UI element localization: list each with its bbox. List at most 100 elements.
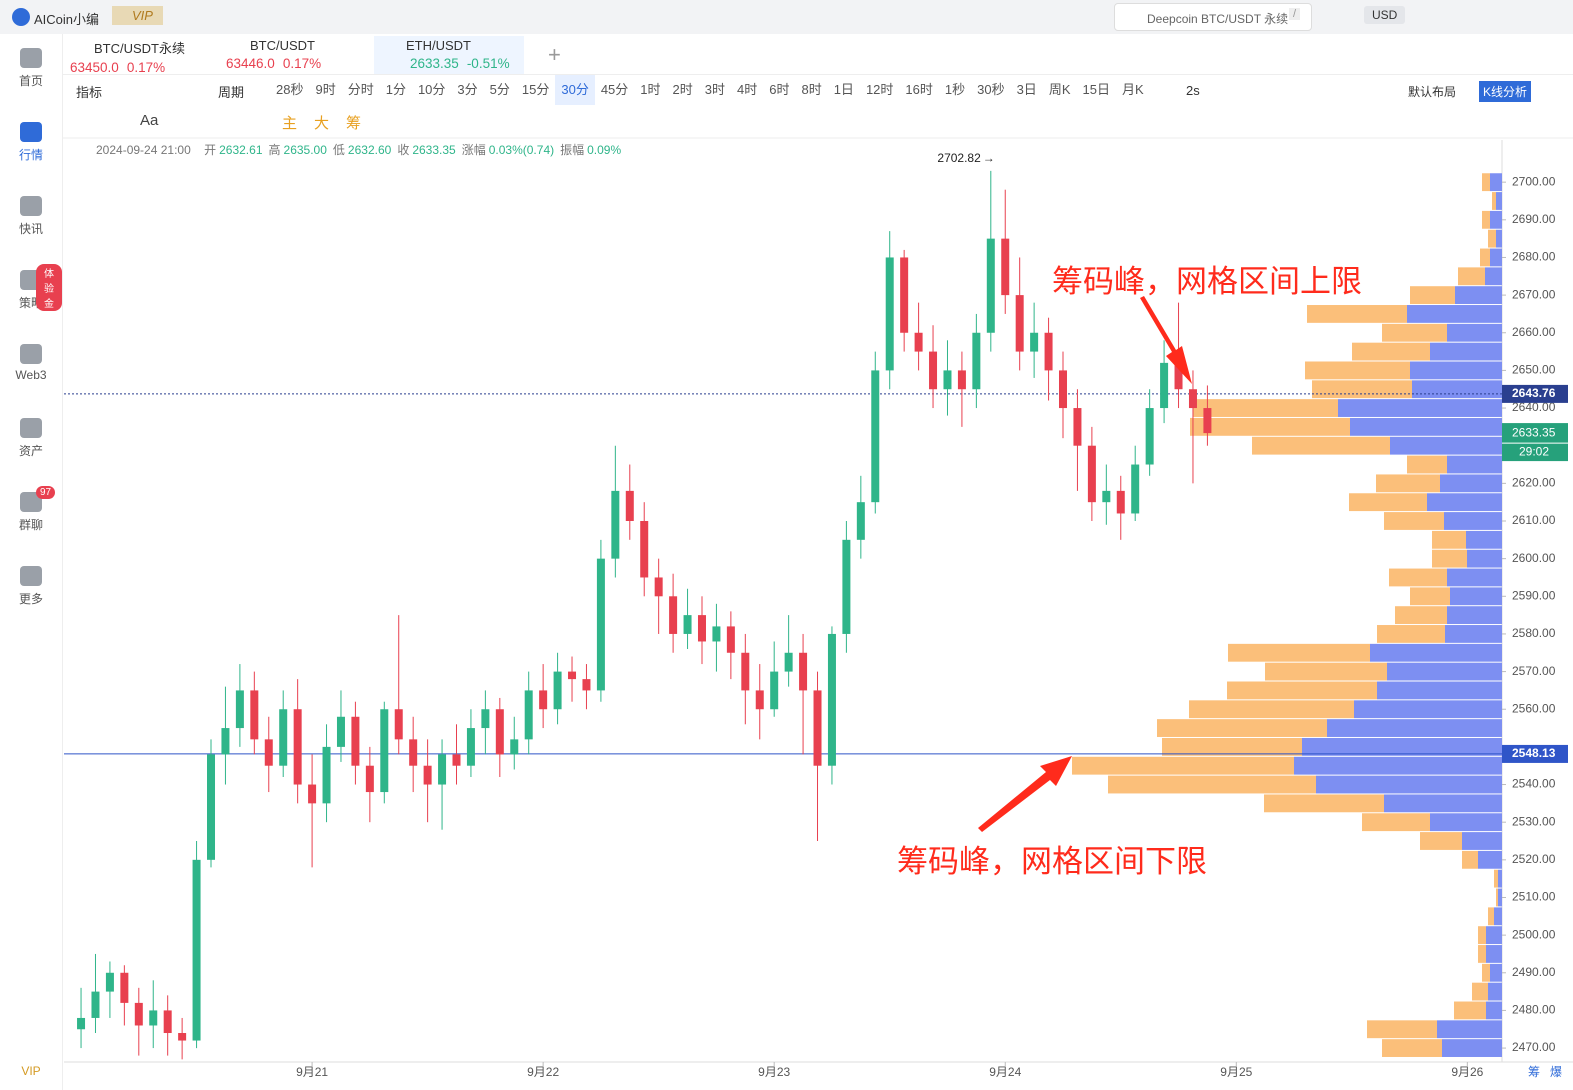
period-option[interactable]: 30分 xyxy=(555,75,595,105)
analysis-button[interactable]: K线分析 xyxy=(1479,81,1532,102)
period-option[interactable]: 9时 xyxy=(315,82,336,97)
sidebar-item[interactable]: 更多 xyxy=(0,566,62,607)
sidebar-item[interactable]: 行情 xyxy=(0,122,62,163)
profile-buy xyxy=(1447,606,1502,625)
annotation-upper: 筹码峰，网格区间上限 xyxy=(1052,264,1362,299)
profile-buy xyxy=(1485,267,1502,286)
period-option[interactable]: 8时 xyxy=(801,82,822,97)
profile-buy xyxy=(1430,342,1502,361)
candle-body xyxy=(207,754,216,860)
y-tick-label: 2490.00 xyxy=(1512,965,1556,979)
period-option[interactable]: 3时 xyxy=(704,82,725,97)
period-option[interactable]: 15日 xyxy=(1082,82,1110,97)
period-option[interactable]: 30秒 xyxy=(977,82,1005,97)
period-button[interactable]: 周期 xyxy=(218,85,245,100)
candle-body xyxy=(438,754,447,785)
period-option[interactable]: 16时 xyxy=(905,82,933,97)
y-tick-label: 2480.00 xyxy=(1512,1003,1556,1017)
sidebar-item[interactable]: 群聊 97 xyxy=(0,486,62,533)
candle-body xyxy=(1102,490,1111,503)
candle-body xyxy=(568,671,577,680)
candle-body xyxy=(885,257,894,371)
period-option[interactable]: 28秒 xyxy=(276,82,304,97)
info-value: 2632.60 xyxy=(347,143,392,157)
candle-body xyxy=(409,739,418,766)
sidebar-icon xyxy=(20,344,42,364)
candle-body xyxy=(149,1010,158,1026)
x-tick-label: 9月24 xyxy=(989,1065,1021,1079)
sidebar-icon xyxy=(20,492,42,512)
period-option[interactable]: 10分 xyxy=(417,82,446,97)
period-option[interactable]: 周K xyxy=(1048,82,1071,97)
info-value: 2633.35 xyxy=(412,143,456,157)
profile-buy xyxy=(1440,474,1502,493)
period-option[interactable]: 6时 xyxy=(769,82,790,97)
profile-buy xyxy=(1387,662,1502,681)
info-label: 振幅 xyxy=(560,143,585,157)
sidebar-item[interactable]: 策略 体验金 xyxy=(0,264,62,311)
period-option[interactable]: 分时 xyxy=(347,82,374,97)
tab-quote: 2633.35 -0.51% xyxy=(382,56,524,71)
period-option[interactable]: 15分 xyxy=(521,82,550,97)
profile-buy xyxy=(1445,625,1502,643)
candle-body xyxy=(697,615,706,642)
tab-name: BTC/USDT永续 xyxy=(94,41,186,56)
tab-change: 0.17% xyxy=(282,56,322,71)
y-tick-label: 2670.00 xyxy=(1512,287,1556,301)
period-option[interactable]: 3日 xyxy=(1016,82,1037,97)
y-tick-label: 2570.00 xyxy=(1512,664,1556,678)
profile-sell xyxy=(1352,342,1430,361)
profile-sell xyxy=(1407,455,1447,474)
candle-body xyxy=(986,238,995,333)
period-option[interactable]: 1秒 xyxy=(944,82,966,97)
candle-body xyxy=(495,709,504,755)
period-option[interactable]: 1日 xyxy=(833,82,854,97)
tab[interactable]: BTC/USDT永续 63450.0 0.17% xyxy=(62,36,212,75)
sidebar-item[interactable]: 资产 xyxy=(0,418,62,459)
period-option[interactable]: 5分 xyxy=(489,82,510,97)
candle-body xyxy=(380,709,389,793)
tab[interactable]: BTC/USDT 63446.0 0.17% xyxy=(218,36,368,74)
info-label: 涨幅 xyxy=(461,143,486,157)
currency[interactable]: USD xyxy=(1364,6,1406,24)
profile-sell xyxy=(1482,963,1490,982)
profile-buy xyxy=(1486,926,1502,945)
current-price-tag xyxy=(1502,423,1568,462)
profile-buy xyxy=(1486,1001,1502,1020)
sidebar-item[interactable]: 快讯 xyxy=(0,196,62,237)
sidebar-vip[interactable]: VIP xyxy=(21,1064,41,1078)
drawing-tool[interactable]: 大 xyxy=(314,115,330,132)
sidebar-item[interactable]: 首页 xyxy=(0,48,62,89)
sidebar-item[interactable]: Web3 xyxy=(0,344,62,382)
period-option[interactable]: 1时 xyxy=(640,82,661,97)
period-option[interactable]: 12时 xyxy=(865,82,894,97)
period-option[interactable]: 4时 xyxy=(737,82,758,97)
sidebar-icon xyxy=(20,196,42,216)
sidebar-badge: 97 xyxy=(36,486,56,499)
layout-button[interactable]: 默认布局 xyxy=(1408,85,1457,99)
tab-price: 2633.35 xyxy=(410,56,459,71)
indicator-button[interactable]: 指标 xyxy=(76,85,103,100)
add-tab[interactable]: + xyxy=(548,42,561,67)
user-name[interactable]: AICoin小编 xyxy=(34,12,100,27)
period-option[interactable]: 2时 xyxy=(672,82,693,97)
drawing-tool[interactable]: 筹 xyxy=(346,115,362,132)
y-tick-label: 2690.00 xyxy=(1512,212,1556,226)
y-tick-label: 2600.00 xyxy=(1512,551,1556,565)
x-tick-label: 9月23 xyxy=(758,1065,790,1079)
tab[interactable]: ETH/USDT 2633.35 -0.51% xyxy=(374,36,524,74)
vip-badge[interactable]: VIP xyxy=(112,6,163,25)
candle-body xyxy=(1015,295,1024,352)
candle-body xyxy=(77,1017,86,1030)
search-box[interactable]: Deepcoin BTC/USDT 永续 / xyxy=(1114,3,1312,31)
period-option[interactable]: 1分 xyxy=(385,82,406,97)
period-option[interactable]: 月K xyxy=(1121,82,1144,97)
refresh-rate[interactable]: 2s xyxy=(1186,83,1200,98)
info-value: 2632.61 xyxy=(219,143,263,157)
drawing-tool[interactable]: 主 xyxy=(282,115,298,132)
x-tick-label: 9月21 xyxy=(296,1065,328,1079)
profile-buy xyxy=(1467,549,1502,568)
drawing-tool[interactable]: Aa xyxy=(140,112,159,129)
period-option[interactable]: 3分 xyxy=(457,82,478,97)
period-option[interactable]: 45分 xyxy=(600,82,629,97)
